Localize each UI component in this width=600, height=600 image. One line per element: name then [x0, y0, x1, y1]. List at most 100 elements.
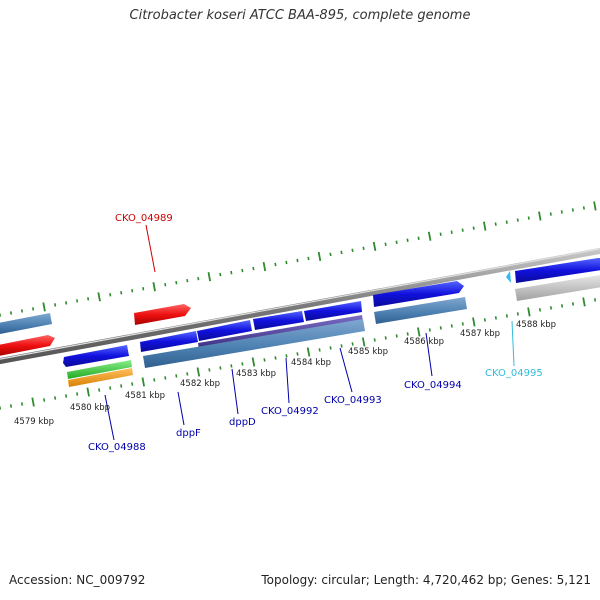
minor-tick — [340, 250, 343, 255]
kbp-label: 4580 kbp — [70, 403, 110, 413]
minor-tick — [516, 218, 519, 222]
minor-tick — [516, 312, 519, 316]
gene-label-cko-04988[interactable]: CKO_04988 — [88, 442, 146, 453]
cds-reverse-2[interactable] — [140, 331, 198, 352]
minor-tick — [274, 262, 277, 267]
major-tick — [527, 307, 531, 317]
minor-tick — [21, 402, 24, 406]
minor-tick — [76, 392, 79, 396]
minor-tick — [131, 289, 134, 293]
minor-tick — [571, 302, 575, 306]
minor-tick — [406, 332, 409, 336]
minor-tick — [395, 334, 398, 338]
minor-tick — [109, 293, 112, 297]
minor-tick — [32, 307, 35, 311]
gene-label-cko-04995[interactable]: CKO_04995 — [485, 368, 543, 379]
green-feature[interactable] — [67, 360, 132, 379]
minor-tick — [472, 226, 475, 230]
minor-tick — [109, 386, 112, 390]
minor-tick — [450, 230, 453, 234]
major-tick — [427, 231, 432, 241]
minor-tick — [428, 328, 431, 332]
minor-tick — [395, 240, 398, 245]
outer-tick-ring — [0, 201, 597, 317]
minor-tick — [20, 309, 24, 313]
gene-track-2[interactable] — [374, 297, 467, 324]
accession-text: Accession: NC_009792 — [9, 573, 146, 587]
minor-tick — [450, 324, 453, 328]
minor-tick — [373, 338, 376, 342]
cds-forward-2[interactable] — [515, 258, 600, 283]
orange-feature[interactable] — [68, 368, 133, 387]
red-feature-upper[interactable] — [134, 304, 191, 325]
kbp-label: 4582 kbp — [180, 379, 220, 389]
minor-tick — [54, 303, 57, 307]
minor-tick — [98, 388, 101, 392]
minor-tick — [153, 378, 156, 382]
minor-tick — [230, 364, 233, 368]
major-tick — [361, 337, 366, 347]
minor-tick — [461, 228, 464, 232]
genome-backbone — [0, 247, 600, 365]
minor-tick — [439, 232, 442, 236]
kbp-label: 4585 kbp — [348, 347, 388, 357]
minor-tick — [494, 316, 497, 320]
minor-tick — [329, 252, 332, 257]
minor-tick — [505, 314, 508, 318]
major-tick — [86, 387, 90, 397]
minor-tick — [208, 368, 211, 372]
minor-tick — [527, 216, 530, 220]
minor-tick — [54, 396, 57, 400]
major-tick — [196, 367, 201, 377]
gene-label-dppd[interactable]: dppD — [229, 417, 256, 428]
minor-tick — [263, 358, 266, 362]
gene-label-cko-04989[interactable]: CKO_04989 — [115, 213, 173, 224]
minor-tick — [164, 282, 167, 287]
gray-feature[interactable] — [515, 275, 600, 301]
minor-tick — [571, 208, 574, 212]
minor-tick — [318, 348, 321, 352]
gene-label-cko-04992[interactable]: CKO_04992 — [261, 406, 319, 417]
cds-reverse-1[interactable] — [63, 345, 129, 367]
minor-tick — [296, 352, 299, 356]
genome-info-text: Topology: circular; Length: 4,720,462 bp… — [261, 573, 591, 587]
minor-tick — [329, 346, 332, 350]
minor-tick — [65, 394, 68, 398]
red-feature-left[interactable] — [0, 335, 55, 356]
major-tick — [207, 272, 211, 282]
minor-tick — [351, 342, 354, 346]
cds-reverse-3[interactable] — [197, 320, 252, 341]
cds-reverse-5[interactable] — [304, 301, 362, 321]
major-tick — [42, 302, 46, 312]
minor-tick — [296, 258, 299, 263]
major-tick — [31, 397, 35, 407]
cds-reverse-4[interactable] — [253, 311, 304, 330]
major-tick — [483, 221, 487, 231]
minor-tick — [307, 256, 310, 261]
minor-tick — [142, 287, 145, 291]
major-tick — [582, 297, 586, 307]
kbp-label: 4583 kbp — [236, 369, 276, 379]
major-tick — [152, 282, 156, 292]
minor-tick — [164, 376, 167, 380]
steel-feature-left[interactable] — [0, 313, 52, 334]
minor-tick — [186, 278, 189, 283]
minor-tick — [9, 311, 13, 315]
cyan-marker[interactable] — [506, 271, 511, 283]
gene-label-cko-04993[interactable]: CKO_04993 — [324, 395, 382, 406]
cds-forward-1[interactable] — [373, 281, 464, 307]
minor-tick — [417, 236, 420, 240]
kbp-label: 4587 kbp — [460, 329, 500, 339]
minor-tick — [131, 382, 134, 386]
minor-tick — [351, 248, 354, 253]
kbp-label: 4584 kbp — [291, 358, 331, 368]
gene-label-cko-04994[interactable]: CKO_04994 — [404, 380, 462, 391]
gene-label-dppf[interactable]: dppF — [176, 428, 201, 439]
major-tick — [317, 251, 322, 262]
minor-tick — [340, 344, 343, 348]
minor-tick — [175, 280, 178, 285]
minor-tick — [384, 242, 387, 247]
gene-track-1[interactable] — [143, 319, 365, 368]
minor-tick — [461, 322, 464, 326]
